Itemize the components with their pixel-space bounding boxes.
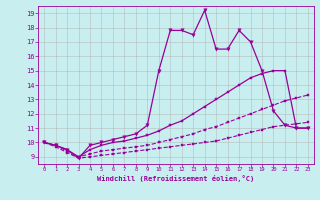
X-axis label: Windchill (Refroidissement éolien,°C): Windchill (Refroidissement éolien,°C) (97, 175, 255, 182)
